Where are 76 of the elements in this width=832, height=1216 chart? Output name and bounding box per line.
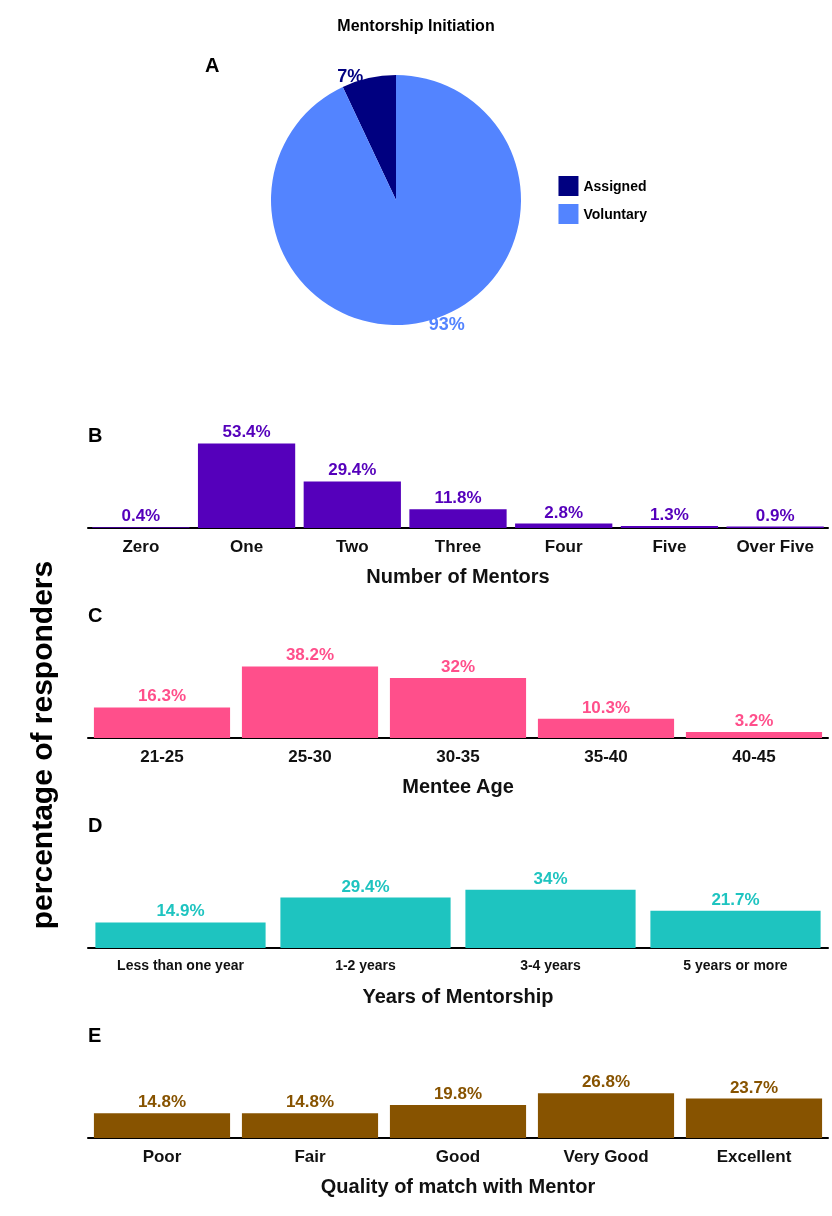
- data-label: 3.2%: [734, 711, 774, 730]
- bar: [241, 1113, 379, 1138]
- x-tick-label: Fair: [294, 1147, 326, 1166]
- data-label: 21.7%: [711, 889, 760, 909]
- data-label: 53.4%: [222, 422, 271, 442]
- bar: [537, 718, 675, 738]
- bar: [465, 889, 636, 948]
- x-tick-label: 21-25: [140, 747, 184, 766]
- data-label: 14.8%: [285, 1092, 335, 1112]
- data-label: 16.3%: [137, 686, 187, 706]
- x-tick-label: One: [230, 537, 264, 556]
- data-label: 2.8%: [544, 502, 584, 522]
- annotation: B: [88, 424, 103, 446]
- bar: [685, 732, 823, 738]
- x-tick-label: Four: [544, 537, 583, 556]
- data-label: 10.3%: [581, 697, 631, 717]
- bar: [93, 707, 231, 738]
- data-label: 26.8%: [581, 1072, 631, 1092]
- bar: [537, 1093, 675, 1138]
- data-label: 0.9%: [755, 505, 795, 525]
- bar: [409, 509, 507, 528]
- x-tick-label: 35-40: [584, 747, 628, 766]
- x-tick-label: 1-2 years: [335, 957, 397, 973]
- data-label: 19.8%: [433, 1084, 483, 1103]
- x-axis-title: Number of Mentors: [366, 565, 550, 587]
- y-axis-title: percentage of responders: [25, 560, 59, 930]
- x-tick-label: 3-4 years: [520, 957, 582, 973]
- x-tick-label: Less than one year: [117, 957, 245, 973]
- bar: [95, 922, 266, 948]
- x-tick-label: 25-30: [288, 747, 332, 766]
- data-label: 23.7%: [729, 1077, 779, 1097]
- bar: [93, 1113, 231, 1138]
- data-label: 29.4%: [328, 460, 377, 480]
- text: A: [205, 54, 220, 76]
- x-tick-label: 40-45: [732, 747, 776, 766]
- bar: [389, 1105, 527, 1138]
- bar: [197, 443, 296, 528]
- x-tick-label: Over Five: [736, 537, 814, 556]
- bar: [241, 666, 379, 738]
- text: C: [88, 604, 103, 626]
- x-tick-label: Excellent: [716, 1147, 792, 1166]
- x-tick-label: Good: [435, 1147, 481, 1166]
- data-label: 29.4%: [341, 876, 390, 896]
- text: E: [88, 1024, 102, 1046]
- data-label: 11.8%: [434, 488, 482, 508]
- bar: [685, 1098, 823, 1138]
- bar: [303, 481, 401, 528]
- data-label: 34%: [533, 868, 568, 888]
- x-axis-title: Quality of match with Mentor: [320, 1175, 596, 1197]
- bar: [389, 678, 527, 738]
- data-label: 32%: [440, 657, 476, 676]
- x-tick-label: Poor: [142, 1147, 182, 1166]
- x-tick-label: 5 years or more: [683, 957, 788, 973]
- data-label: 14.8%: [137, 1092, 187, 1112]
- x-tick-label: Two: [335, 537, 369, 556]
- data-label: 14.9%: [156, 901, 205, 921]
- bar: [515, 523, 613, 528]
- data-label: 38.2%: [285, 645, 335, 665]
- data-label: 0.4%: [121, 506, 161, 526]
- x-tick-label: 30-35: [436, 747, 480, 766]
- x-tick-label: Three: [434, 537, 482, 556]
- data-label: 7%: [337, 66, 364, 87]
- data-label: 93%: [428, 313, 465, 334]
- legend-label: Voluntary: [583, 206, 648, 222]
- x-axis-title: Mentee Age: [402, 775, 514, 797]
- text: D: [88, 814, 103, 836]
- data-label: 1.3%: [650, 504, 689, 524]
- bar: [620, 525, 719, 528]
- bar: [280, 897, 451, 948]
- chart-title: Mentorship Initiation: [337, 16, 495, 34]
- x-tick-label: Zero: [122, 537, 160, 556]
- x-axis-title: Years of Mentorship: [362, 985, 554, 1007]
- bar: [650, 910, 821, 948]
- x-tick-label: Five: [652, 537, 687, 556]
- x-tick-label: Very Good: [563, 1147, 649, 1166]
- legend-label: Assigned: [583, 178, 647, 194]
